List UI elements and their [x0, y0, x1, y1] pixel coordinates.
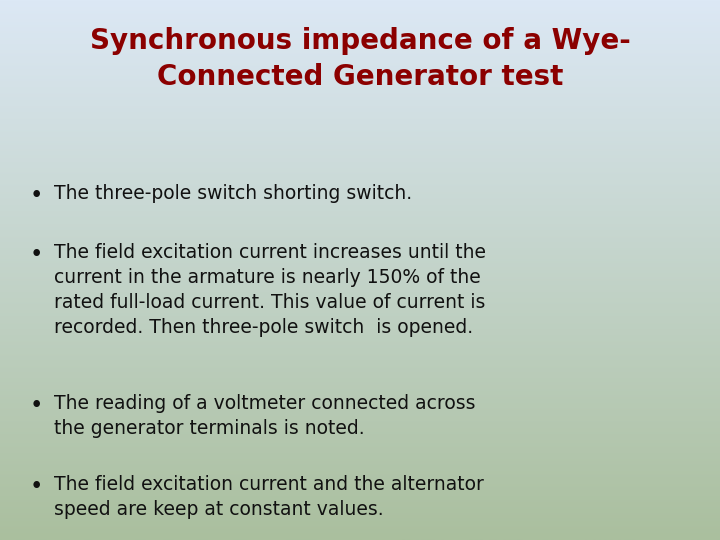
Text: •: •	[30, 243, 42, 266]
Text: •: •	[30, 394, 42, 417]
Text: The three-pole switch shorting switch.: The three-pole switch shorting switch.	[54, 184, 412, 202]
Text: The reading of a voltmeter connected across
the generator terminals is noted.: The reading of a voltmeter connected acr…	[54, 394, 475, 438]
Text: The field excitation current increases until the
current in the armature is near: The field excitation current increases u…	[54, 243, 486, 337]
Text: The field excitation current and the alternator
speed are keep at constant value: The field excitation current and the alt…	[54, 475, 484, 519]
Text: Synchronous impedance of a Wye-
Connected Generator test: Synchronous impedance of a Wye- Connecte…	[89, 27, 631, 91]
Text: •: •	[30, 184, 42, 207]
Text: •: •	[30, 475, 42, 498]
